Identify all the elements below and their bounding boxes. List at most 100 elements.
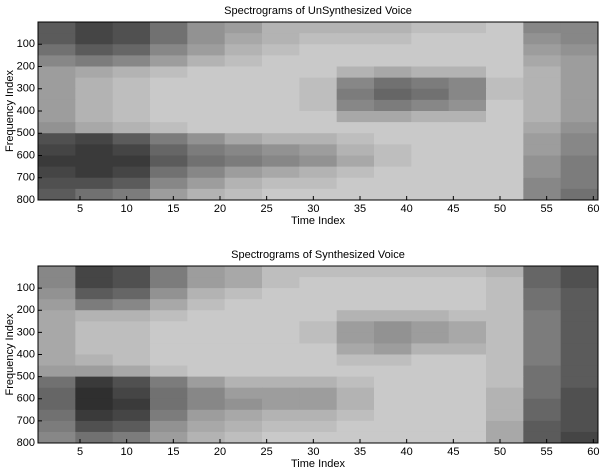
heatmap-cell <box>374 66 412 79</box>
heatmap-cell <box>150 188 188 201</box>
heatmap-cell <box>486 144 524 156</box>
heatmap-cell <box>38 99 76 112</box>
heatmap-cell <box>38 409 76 422</box>
heatmap-cell <box>38 266 76 278</box>
heatmap-cell <box>299 431 338 444</box>
heatmap-cell <box>75 188 114 201</box>
heatmap-cell <box>112 398 151 411</box>
heatmap-cell <box>374 376 412 389</box>
y-axis-label: Frequency Index <box>4 70 16 152</box>
heatmap-cell <box>411 354 450 367</box>
heatmap-cell <box>299 376 338 389</box>
heatmap-cell <box>336 33 375 45</box>
heatmap-cell <box>560 288 599 300</box>
heatmap-cell <box>374 122 412 134</box>
heatmap-cell <box>262 188 300 201</box>
heatmap-cell <box>448 332 487 344</box>
heatmap-cell <box>75 321 114 333</box>
heatmap-cell <box>112 321 151 333</box>
heatmap-cell <box>374 420 412 433</box>
heatmap-cell <box>486 99 524 112</box>
heatmap-cell <box>224 88 263 101</box>
heatmap-cell <box>224 354 263 367</box>
heatmap-cell <box>560 166 599 179</box>
heatmap-cell <box>448 431 487 444</box>
heatmap-cell <box>299 365 338 378</box>
heatmap-cell <box>374 166 412 179</box>
heatmap-cell <box>224 155 263 168</box>
heatmap-cell <box>224 77 263 90</box>
heatmap-cell <box>560 22 599 34</box>
heatmap-cell <box>224 398 263 411</box>
heatmap-cell <box>523 354 562 367</box>
heatmap-cell <box>262 277 300 289</box>
heatmap-cell <box>187 409 226 422</box>
x-tick-label: 40 <box>401 446 413 458</box>
heatmap-cell <box>336 321 375 333</box>
heatmap-cell <box>224 343 263 355</box>
heatmap-cell <box>112 354 151 367</box>
heatmap-cell <box>299 44 338 56</box>
heatmap-cell <box>448 44 487 56</box>
heatmap-cell <box>448 376 487 389</box>
heatmap-cell <box>224 188 263 201</box>
x-axis-label: Time Index <box>291 458 346 470</box>
heatmap-cell <box>150 33 188 45</box>
heatmap-cell <box>448 22 487 34</box>
heatmap-cell <box>262 177 300 190</box>
heatmap-cell <box>299 111 338 123</box>
heatmap-cell <box>374 431 412 444</box>
heatmap-cell <box>187 277 226 289</box>
heatmap-cell <box>374 398 412 411</box>
x-tick-label: 15 <box>167 446 179 458</box>
heatmap-cell <box>560 88 599 101</box>
heatmap-cell <box>299 420 338 433</box>
heatmap-cell <box>224 111 263 123</box>
heatmap-cell <box>448 266 487 278</box>
heatmap-cell <box>150 122 188 134</box>
heatmap-cell <box>523 155 562 168</box>
y-tick-label: 600 <box>17 393 35 405</box>
heatmap-cell <box>411 299 450 311</box>
heatmap-cell <box>560 431 599 444</box>
heatmap-cell <box>299 55 338 67</box>
heatmap-cell <box>38 66 76 79</box>
heatmap-cell <box>75 133 114 145</box>
heatmap-cell <box>448 77 487 90</box>
heatmap-cell <box>262 332 300 344</box>
heatmap-cell <box>187 111 226 123</box>
heatmap-cell <box>523 409 562 422</box>
heatmap-cell <box>150 431 188 444</box>
heatmap-cell <box>299 409 338 422</box>
heatmap-cell <box>448 321 487 333</box>
heatmap-cell <box>75 266 114 278</box>
heatmap-cell <box>150 55 188 67</box>
heatmap-cell <box>486 22 524 34</box>
heatmap-cell <box>486 332 524 344</box>
heatmap-cell <box>38 332 76 344</box>
heatmap-cell <box>299 144 338 156</box>
heatmap-cell <box>486 55 524 67</box>
heatmap-cell <box>75 177 114 190</box>
heatmap-cell <box>336 66 375 79</box>
heatmap-cell <box>75 77 114 90</box>
heatmap-cell <box>187 144 226 156</box>
heatmap-cell <box>299 155 338 168</box>
heatmap-cell <box>560 66 599 79</box>
heatmap-cell <box>224 365 263 378</box>
heatmap-cell <box>299 310 338 322</box>
heatmap-cell <box>150 288 188 300</box>
heatmap-cell <box>75 122 114 134</box>
heatmap-cell <box>224 44 263 56</box>
heatmap-cell <box>448 299 487 311</box>
heatmap-cell <box>411 332 450 344</box>
heatmap-cell <box>411 111 450 123</box>
x-tick-label: 25 <box>261 446 273 458</box>
heatmap-cell <box>448 99 487 112</box>
heatmap-cell <box>224 409 263 422</box>
heatmap-cell <box>411 387 450 400</box>
heatmap-cell <box>299 354 338 367</box>
heatmap-cell <box>187 354 226 367</box>
heatmap-cell <box>523 420 562 433</box>
heatmap-cell <box>523 332 562 344</box>
